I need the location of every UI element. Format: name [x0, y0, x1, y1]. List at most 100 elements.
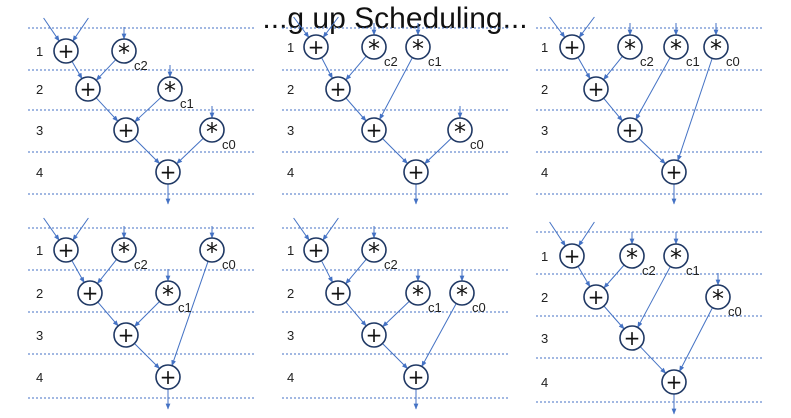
constant-label: c1 — [428, 300, 442, 315]
constant-label: c1 — [686, 263, 700, 278]
plus-symbol: + — [564, 244, 581, 268]
times-symbol: * — [206, 238, 218, 266]
row-label: 3 — [36, 123, 43, 138]
constant-label: c2 — [640, 54, 654, 69]
edge — [604, 98, 623, 121]
constant-label: c0 — [222, 257, 236, 272]
constant-label: c0 — [222, 137, 236, 152]
edge — [425, 138, 452, 163]
plus-symbol: + — [624, 326, 641, 350]
schedule-1: 1 2 3 4 + * c2 + * c1 + * c0 + — [28, 18, 256, 204]
plus-symbol: + — [160, 160, 177, 184]
schedule-6: 1234+ * c2 * c1+ * c0++ — [536, 222, 764, 414]
times-symbol: * — [624, 35, 636, 63]
plus-symbol: + — [330, 77, 347, 101]
edge — [578, 57, 590, 78]
input-wire — [323, 218, 339, 240]
times-symbol: * — [670, 35, 682, 63]
row-label: 4 — [541, 375, 548, 390]
plus-symbol: + — [118, 118, 135, 142]
row-label: 4 — [541, 165, 548, 180]
row-label: 1 — [287, 243, 294, 258]
constant-label: c1 — [428, 54, 442, 69]
row-label: 1 — [541, 249, 548, 264]
plus-symbol: + — [366, 118, 383, 142]
edge — [134, 343, 159, 368]
row-label: 4 — [36, 165, 43, 180]
constant-label: c2 — [134, 58, 148, 73]
row-label: 1 — [36, 243, 43, 258]
times-symbol: * — [456, 281, 468, 309]
constant-label: c2 — [384, 54, 398, 69]
constant-label: c2 — [384, 257, 398, 272]
constant-label: c0 — [472, 300, 486, 315]
row-label: 2 — [541, 290, 548, 305]
row-label: 3 — [541, 331, 548, 346]
edge — [640, 347, 665, 374]
row-label: 3 — [541, 123, 548, 138]
plus-symbol: + — [564, 35, 581, 59]
plus-symbol: + — [588, 77, 605, 101]
input-wire — [73, 218, 89, 240]
times-symbol: * — [454, 118, 466, 146]
row-label: 2 — [541, 82, 548, 97]
row-label: 1 — [287, 40, 294, 55]
plus-symbol: + — [80, 77, 97, 101]
edge — [98, 302, 118, 326]
plus-symbol: + — [666, 370, 683, 394]
constant-label: c0 — [470, 137, 484, 152]
plus-symbol: + — [408, 365, 425, 389]
input-wire — [44, 218, 60, 240]
plus-symbol: + — [330, 281, 347, 305]
plus-symbol: + — [82, 281, 99, 305]
plus-symbol: + — [588, 285, 605, 309]
times-symbol: * — [206, 118, 218, 146]
edge — [346, 56, 366, 80]
edge — [321, 261, 332, 283]
row-label: 3 — [287, 123, 294, 138]
edge — [578, 266, 590, 286]
edge — [134, 301, 159, 326]
row-label: 2 — [287, 286, 294, 301]
input-wire — [550, 17, 565, 37]
row-label: 1 — [36, 44, 43, 59]
schedule-4: 1 2 3 4 + * c2 * c0 + * c1 + + — [28, 218, 256, 409]
edge — [97, 259, 116, 283]
times-symbol: * — [712, 285, 724, 313]
times-symbol: * — [368, 35, 380, 63]
times-symbol: * — [164, 77, 176, 105]
plus-symbol: + — [366, 323, 383, 347]
times-symbol: * — [412, 281, 424, 309]
constant-label: c2 — [134, 257, 148, 272]
row-label: 4 — [287, 370, 294, 385]
input-wire — [550, 222, 566, 246]
edge — [346, 98, 366, 121]
input-wire — [73, 18, 89, 41]
times-symbol: * — [118, 238, 130, 266]
constant-label: c1 — [178, 300, 192, 315]
edge — [177, 138, 204, 163]
row-label: 4 — [36, 370, 43, 385]
constant-label: c1 — [686, 54, 700, 69]
edge — [678, 58, 712, 160]
constant-label: c1 — [180, 96, 194, 111]
plus-symbol: + — [58, 238, 75, 262]
input-wire — [44, 18, 60, 41]
times-symbol: * — [670, 244, 682, 272]
plus-symbol: + — [408, 160, 425, 184]
row-label: 3 — [36, 328, 43, 343]
schedule-5: 1234+ * c2+ * c1 * c0++ — [282, 218, 510, 409]
plus-symbol: + — [308, 35, 325, 59]
row-label: 2 — [36, 82, 43, 97]
schedule-2: 1234+ * c2 * c1++ * c0+ — [282, 17, 510, 204]
row-label: 4 — [287, 165, 294, 180]
edge — [382, 138, 407, 163]
constant-label: c0 — [726, 54, 740, 69]
plus-symbol: + — [666, 160, 683, 184]
edge — [322, 58, 333, 79]
input-wire — [579, 222, 595, 246]
row-label: 3 — [287, 328, 294, 343]
edge — [382, 343, 407, 368]
times-symbol: * — [626, 244, 638, 272]
